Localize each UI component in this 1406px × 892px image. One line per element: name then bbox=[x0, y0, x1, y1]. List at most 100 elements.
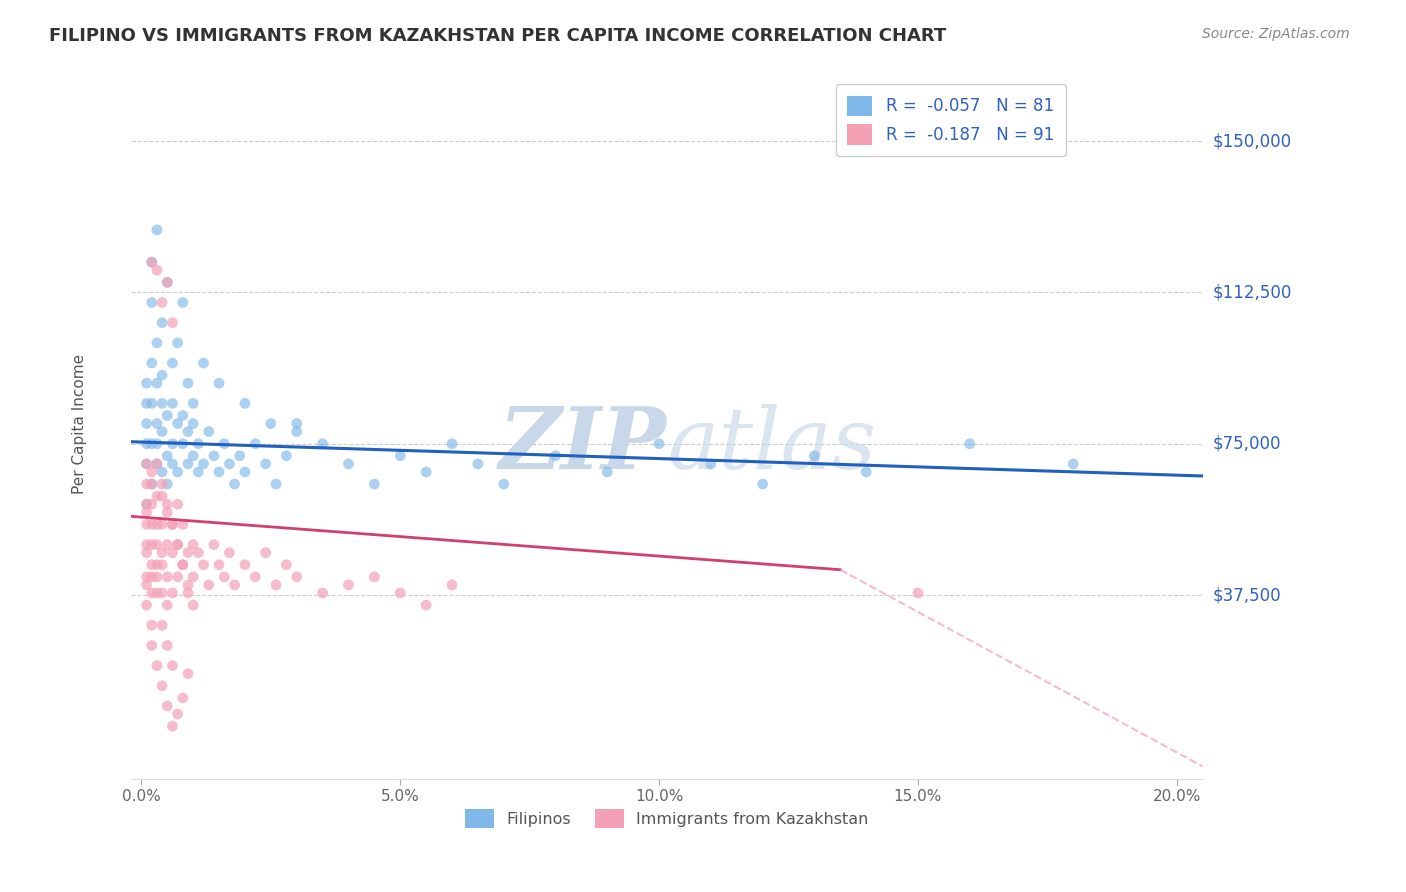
Point bbox=[150, 295, 173, 310]
Point bbox=[156, 570, 179, 584]
Point bbox=[208, 558, 231, 572]
Point bbox=[135, 477, 157, 491]
Point bbox=[233, 558, 256, 572]
Point bbox=[193, 558, 215, 572]
Point bbox=[187, 436, 209, 450]
Point bbox=[135, 497, 157, 511]
Point bbox=[141, 618, 163, 632]
Point bbox=[224, 477, 246, 491]
Point bbox=[135, 436, 157, 450]
Point bbox=[156, 409, 179, 423]
Point bbox=[162, 457, 184, 471]
Point bbox=[141, 255, 163, 269]
Point bbox=[197, 425, 219, 439]
Point bbox=[285, 417, 308, 431]
Point bbox=[212, 436, 235, 450]
Point bbox=[311, 586, 333, 600]
Point bbox=[135, 598, 157, 612]
Legend: Filipinos, Immigrants from Kazakhstan: Filipinos, Immigrants from Kazakhstan bbox=[458, 802, 876, 835]
Point bbox=[187, 465, 209, 479]
Point bbox=[260, 417, 283, 431]
Point bbox=[337, 578, 360, 592]
Point bbox=[141, 517, 163, 532]
Point bbox=[181, 570, 204, 584]
Point bbox=[233, 396, 256, 410]
Point bbox=[172, 436, 194, 450]
Point bbox=[187, 546, 209, 560]
Point bbox=[141, 465, 163, 479]
Point bbox=[141, 477, 163, 491]
Point bbox=[146, 457, 169, 471]
Point bbox=[162, 719, 184, 733]
Point bbox=[146, 489, 169, 503]
Point bbox=[218, 457, 240, 471]
Point bbox=[1062, 457, 1084, 471]
Point bbox=[135, 396, 157, 410]
Point bbox=[150, 316, 173, 330]
Point bbox=[150, 396, 173, 410]
Point bbox=[700, 457, 723, 471]
Point bbox=[141, 586, 163, 600]
Point bbox=[162, 436, 184, 450]
Point bbox=[146, 558, 169, 572]
Point bbox=[264, 578, 287, 592]
Point bbox=[162, 517, 184, 532]
Point bbox=[135, 497, 157, 511]
Point bbox=[141, 356, 163, 370]
Point bbox=[150, 477, 173, 491]
Point bbox=[162, 517, 184, 532]
Point bbox=[172, 295, 194, 310]
Point bbox=[146, 376, 169, 391]
Point bbox=[751, 477, 773, 491]
Point bbox=[337, 457, 360, 471]
Point bbox=[135, 457, 157, 471]
Point bbox=[208, 376, 231, 391]
Point bbox=[156, 598, 179, 612]
Point bbox=[229, 449, 252, 463]
Point bbox=[166, 706, 188, 721]
Point bbox=[146, 538, 169, 552]
Point bbox=[150, 679, 173, 693]
Point bbox=[193, 457, 215, 471]
Point bbox=[208, 465, 231, 479]
Point bbox=[135, 578, 157, 592]
Point bbox=[177, 546, 200, 560]
Point bbox=[803, 449, 825, 463]
Point bbox=[146, 457, 169, 471]
Point bbox=[166, 538, 188, 552]
Point bbox=[156, 449, 179, 463]
Point bbox=[172, 517, 194, 532]
Point bbox=[166, 465, 188, 479]
Point bbox=[146, 417, 169, 431]
Point bbox=[855, 465, 877, 479]
Point bbox=[177, 578, 200, 592]
Point bbox=[141, 295, 163, 310]
Text: $75,000: $75,000 bbox=[1213, 434, 1281, 453]
Point bbox=[156, 497, 179, 511]
Point bbox=[166, 538, 188, 552]
Point bbox=[141, 497, 163, 511]
Point bbox=[648, 436, 671, 450]
Point bbox=[135, 417, 157, 431]
Point bbox=[141, 538, 163, 552]
Text: $112,500: $112,500 bbox=[1213, 284, 1292, 301]
Point bbox=[177, 666, 200, 681]
Point bbox=[172, 558, 194, 572]
Text: Per Capita Income: Per Capita Income bbox=[72, 353, 87, 493]
Point bbox=[172, 409, 194, 423]
Text: Source: ZipAtlas.com: Source: ZipAtlas.com bbox=[1202, 27, 1350, 41]
Point bbox=[959, 436, 981, 450]
Point bbox=[197, 578, 219, 592]
Point bbox=[212, 570, 235, 584]
Point bbox=[141, 436, 163, 450]
Point bbox=[440, 578, 463, 592]
Point bbox=[181, 598, 204, 612]
Point bbox=[156, 639, 179, 653]
Point bbox=[150, 546, 173, 560]
Point bbox=[146, 586, 169, 600]
Point bbox=[181, 538, 204, 552]
Point bbox=[166, 570, 188, 584]
Point bbox=[363, 570, 385, 584]
Point bbox=[146, 658, 169, 673]
Point bbox=[162, 356, 184, 370]
